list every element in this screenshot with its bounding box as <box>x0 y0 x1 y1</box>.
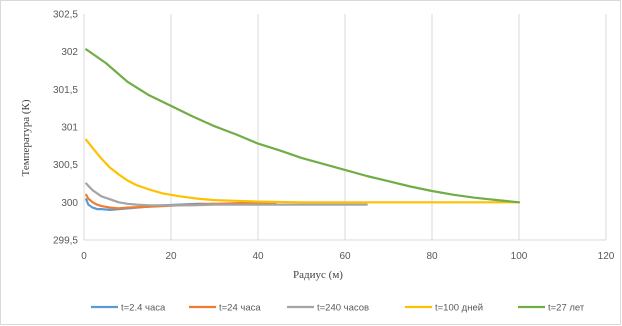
x-axis-title: Радиус (м) <box>293 269 343 281</box>
legend-label: t=2.4 часа <box>121 303 166 314</box>
y-tick-label: 302 <box>61 47 78 58</box>
x-tick-label: 0 <box>81 251 87 262</box>
x-tick-label: 40 <box>252 251 264 262</box>
legend-label: t=100 дней <box>435 303 483 314</box>
legend-label: t=240 часов <box>317 303 369 314</box>
x-tick-label: 20 <box>165 251 177 262</box>
series-lines <box>86 49 519 210</box>
series-line <box>86 140 519 203</box>
y-tick-label: 301,5 <box>53 85 78 96</box>
y-tick-label: 300 <box>61 198 78 209</box>
x-tick-label: 80 <box>426 251 438 262</box>
y-tick-label: 302,5 <box>53 10 78 21</box>
y-axis-title: Температура (К) <box>20 99 32 176</box>
legend-label: t=27 лет <box>548 303 585 314</box>
series-line <box>86 49 519 202</box>
x-tick-label: 100 <box>511 251 528 262</box>
y-tick-label: 299,5 <box>53 236 78 247</box>
y-tick-label: 301 <box>61 123 78 134</box>
legend: t=2.4 часа t=24 часа t=240 часов t=100 дней… <box>91 303 585 314</box>
x-tick-labels: 0 20 40 60 80 100 120 <box>81 251 615 262</box>
x-tick-label: 60 <box>339 251 351 262</box>
legend-label: t=24 часа <box>219 303 261 314</box>
x-tick-label: 120 <box>598 251 615 262</box>
y-tick-label: 300,5 <box>53 160 78 171</box>
y-tick-labels: 299,5 300 300,5 301 301,5 302 302,5 <box>53 10 78 247</box>
